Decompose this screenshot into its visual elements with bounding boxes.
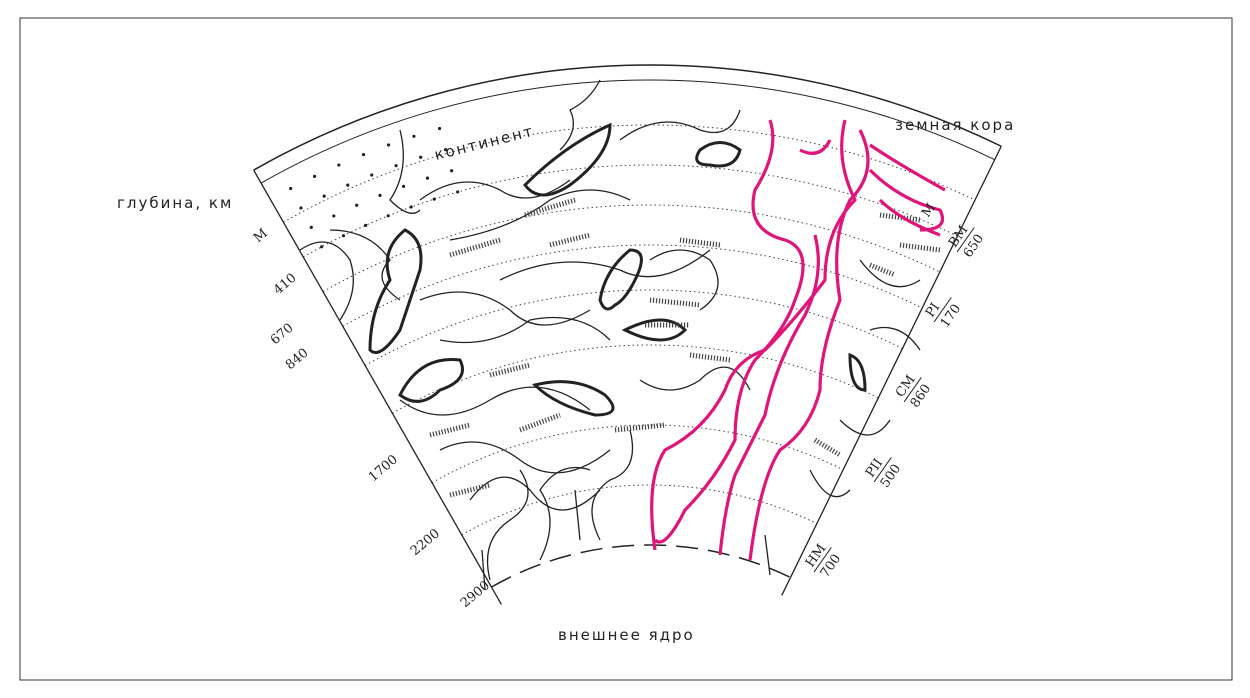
continent-dot: [355, 203, 359, 207]
depth-label: М: [251, 226, 271, 246]
frame: [19, 17, 1233, 681]
bold-bodies: [368, 122, 867, 417]
continent-dot: [332, 214, 336, 218]
depth-arc: [392, 344, 879, 414]
continent-dot: [364, 223, 368, 227]
continent-dot: [341, 234, 346, 238]
continent-dot: [437, 126, 442, 131]
continent-dot: [386, 214, 390, 218]
depth-label: 410: [271, 271, 300, 298]
fraction-bar: [903, 377, 922, 403]
fraction-bar: [933, 297, 952, 323]
continent-dot: [409, 205, 413, 209]
continent-dot: [320, 245, 324, 249]
crust-arc: [260, 79, 995, 184]
continent-dot: [401, 184, 406, 188]
depth-labels: М 410 670 840 1700 2200 2900: [251, 226, 493, 611]
continent-dot: [346, 183, 350, 187]
depth-arc: [283, 124, 976, 223]
continent-dot: [412, 134, 416, 138]
continent-dot: [378, 193, 382, 197]
outer-arc: [253, 64, 1002, 171]
depth-label: 840: [283, 346, 312, 373]
depth-arc: [322, 204, 941, 293]
depth-arc: [461, 484, 818, 536]
sector: [253, 64, 1002, 605]
continent-dot: [394, 164, 398, 168]
fraction-bar: [956, 227, 975, 253]
continent-dot: [419, 155, 423, 159]
continent-dot: [386, 143, 391, 147]
continent-dot: [450, 169, 454, 173]
continent-dot: [425, 176, 430, 180]
crust-label: земная кора: [895, 116, 1015, 134]
depth-arc: [364, 289, 903, 366]
sector-edge: [781, 145, 1002, 596]
depth-axis-label: глубина, км: [117, 194, 233, 212]
core-arc: [491, 544, 791, 588]
continent-dot: [337, 163, 341, 167]
sector-edge: [253, 169, 502, 605]
outer-core-label: внешнее ядро: [558, 626, 695, 644]
continent-dot: [370, 173, 374, 177]
continent-dot: [289, 186, 293, 191]
depth-label: 1700: [366, 452, 401, 485]
depth-label: 2900: [458, 578, 493, 611]
continent-dot: [299, 206, 303, 210]
continent-dot: [361, 152, 366, 157]
continent-dot: [432, 197, 436, 201]
depth-label: 670: [268, 321, 297, 348]
mantle-squiggles: [299, 79, 921, 591]
fraction-bar: [813, 547, 832, 573]
continent-label: континент: [433, 122, 536, 164]
continent-dot: [444, 148, 448, 152]
continent-dot: [312, 174, 317, 178]
depth-arc: [302, 164, 958, 258]
depth-arc: [342, 244, 923, 327]
depth-arc: [431, 424, 844, 484]
hatch-marks: [429, 197, 941, 498]
layer-value: 170: [938, 302, 965, 331]
continent-dot: [309, 225, 313, 229]
continent-dot: [456, 190, 460, 194]
fraction-bar: [873, 457, 892, 483]
depth-label: 2200: [408, 526, 443, 559]
continent-dot: [322, 194, 326, 198]
plume-lines: [650, 119, 946, 561]
